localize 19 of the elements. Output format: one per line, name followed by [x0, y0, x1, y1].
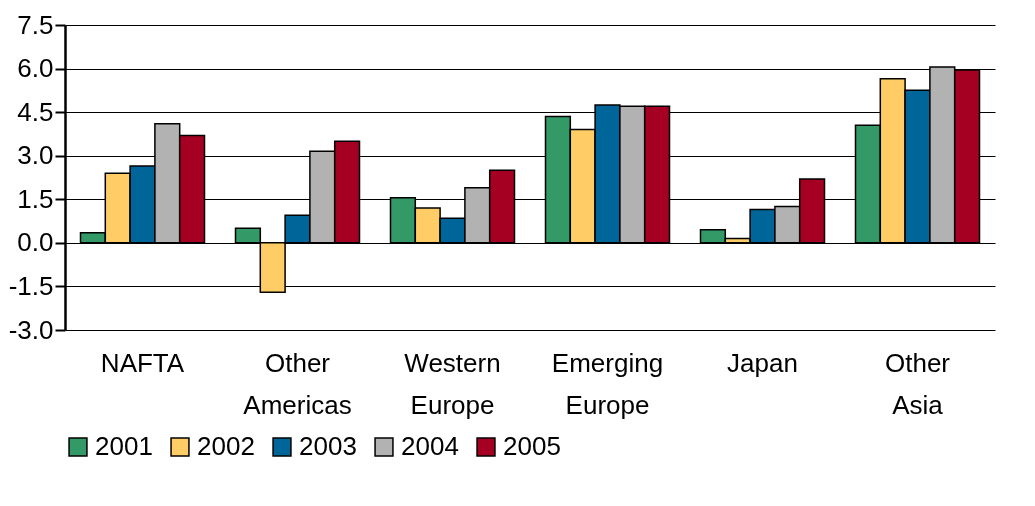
x-tick-label: NAFTA [100, 347, 185, 378]
x-tick-label: Emerging Europe [551, 347, 664, 420]
x-tick-label: Japan [727, 347, 798, 378]
y-tick-label: 7.5 [17, 9, 54, 40]
y-tick-label: 4.5 [17, 96, 54, 127]
x-tick-label: Western Europe [404, 347, 501, 420]
y-tick-label: 1.5 [17, 183, 54, 214]
legend-label: 2001 [95, 431, 153, 461]
legend-label: 2003 [299, 431, 357, 461]
legend-label: 2005 [503, 431, 561, 461]
y-tick-label: 0.0 [17, 227, 54, 258]
x-tick-label: Other Asia [884, 347, 951, 420]
x-tick-label: Other Americas [243, 347, 352, 420]
y-tick-label: 3.0 [17, 140, 54, 171]
legend-label: 2004 [401, 431, 459, 461]
y-tick-label: -1.5 [8, 270, 54, 301]
legend-label: 2002 [197, 431, 255, 461]
y-tick-label: 6.0 [17, 53, 54, 84]
y-tick-label: -3.0 [8, 314, 54, 345]
